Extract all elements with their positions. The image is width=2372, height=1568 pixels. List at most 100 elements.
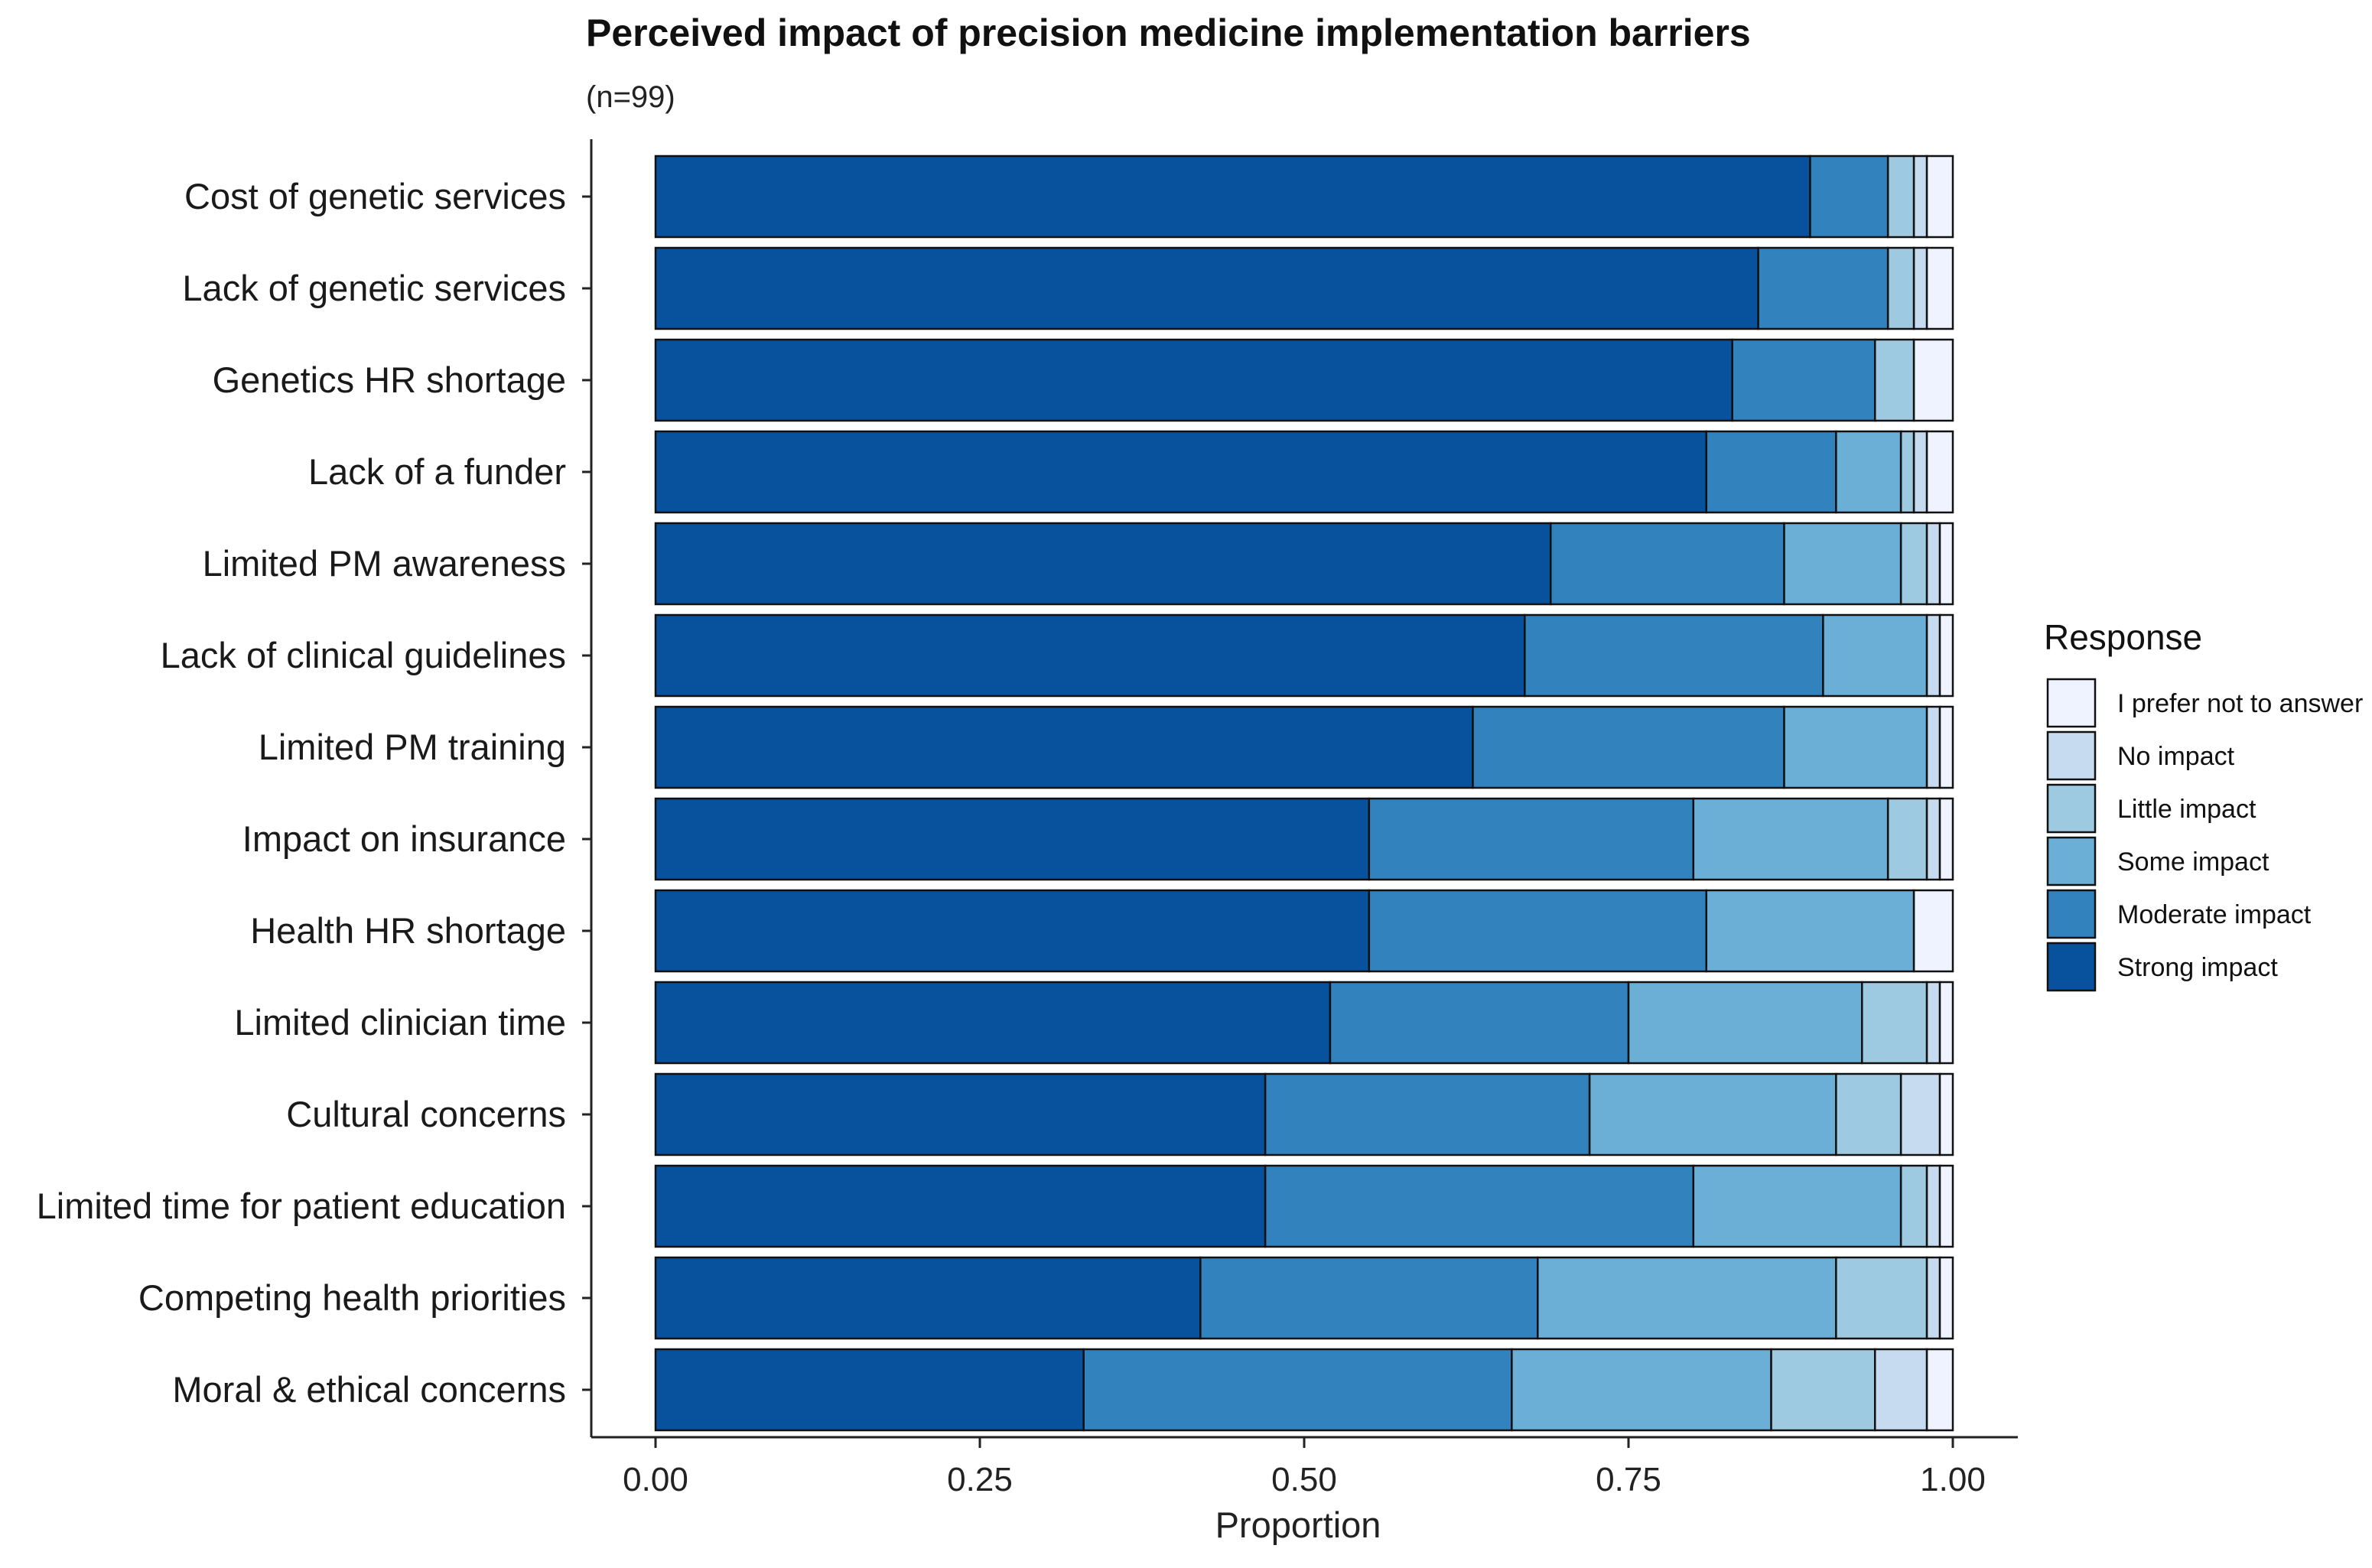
legend-label-moderate-impact: Moderate impact bbox=[2117, 900, 2312, 929]
bar-segment-competing-health-priorities-i-prefer-not-to-answer bbox=[1938, 1256, 1954, 1340]
x-axis-title: Proportion bbox=[1215, 1505, 1381, 1545]
legend: Response I prefer not to answer No impact… bbox=[2044, 617, 2363, 992]
bar-segment-limited-time-for-patient-education-no-impact bbox=[1925, 1164, 1941, 1248]
bar-segment-limited-pm-training-some-impact bbox=[1783, 705, 1928, 789]
legend-label-i-prefer-not-to-answer: I prefer not to answer bbox=[2117, 689, 2363, 718]
bar-segment-competing-health-priorities-strong-impact bbox=[654, 1256, 1202, 1340]
bar-segment-limited-pm-training-moderate-impact bbox=[1472, 705, 1785, 789]
bar-segment-lack-of-a-funder-some-impact bbox=[1835, 430, 1902, 514]
bar-segment-cultural-concerns-strong-impact bbox=[654, 1072, 1267, 1156]
category-label-competing-health-priorities: Competing health priorities bbox=[138, 1277, 566, 1318]
legend-label-some-impact: Some impact bbox=[2117, 847, 2270, 877]
bar-segment-impact-on-insurance-some-impact bbox=[1692, 797, 1889, 881]
bar-segment-cost-of-genetic-services-no-impact bbox=[1912, 155, 1928, 239]
bar-segment-limited-clinician-time-some-impact bbox=[1627, 981, 1863, 1065]
bar-segment-limited-pm-awareness-no-impact bbox=[1925, 522, 1941, 606]
bar-segment-lack-of-clinical-guidelines-i-prefer-not-to-answer bbox=[1938, 613, 1954, 698]
bar-segment-lack-of-genetic-services-strong-impact bbox=[654, 246, 1759, 330]
bar-segment-cultural-concerns-i-prefer-not-to-answer bbox=[1938, 1072, 1954, 1156]
legend-label-no-impact: No impact bbox=[2117, 742, 2235, 771]
bar-segment-limited-time-for-patient-education-little-impact bbox=[1899, 1164, 1928, 1248]
bar-segment-lack-of-a-funder-moderate-impact bbox=[1705, 430, 1837, 514]
bar-segment-lack-of-a-funder-strong-impact bbox=[654, 430, 1708, 514]
category-label-limited-pm-awareness: Limited PM awareness bbox=[203, 543, 566, 584]
bar-segment-competing-health-priorities-moderate-impact bbox=[1199, 1256, 1539, 1340]
legend-title: Response bbox=[2044, 617, 2202, 657]
bar-segment-limited-time-for-patient-education-strong-impact bbox=[654, 1164, 1267, 1248]
x-tick-label: 0.00 bbox=[623, 1461, 688, 1498]
bar-segment-moral-and-ethical-concerns-moderate-impact bbox=[1082, 1348, 1513, 1432]
bar-segment-moral-and-ethical-concerns-little-impact bbox=[1770, 1348, 1876, 1432]
bar-segment-lack-of-a-funder-no-impact bbox=[1912, 430, 1928, 514]
category-label-genetics-hr-shortage: Genetics HR shortage bbox=[213, 359, 566, 400]
bar-segment-lack-of-clinical-guidelines-no-impact bbox=[1925, 613, 1941, 698]
bar-segment-health-hr-shortage-moderate-impact bbox=[1368, 889, 1708, 973]
legend-label-little-impact: Little impact bbox=[2117, 795, 2256, 824]
legend-key-strong-impact bbox=[2046, 942, 2097, 992]
bar-segment-health-hr-shortage-strong-impact bbox=[654, 889, 1371, 973]
bar-segment-genetics-hr-shortage-i-prefer-not-to-answer bbox=[1912, 338, 1954, 422]
legend-key-i-prefer-not-to-answer bbox=[2046, 678, 2097, 728]
bar-segment-lack-of-genetic-services-little-impact bbox=[1886, 246, 1915, 330]
bar-segment-genetics-hr-shortage-moderate-impact bbox=[1731, 338, 1876, 422]
bar-segment-limited-pm-training-strong-impact bbox=[654, 705, 1474, 789]
bar-segment-genetics-hr-shortage-little-impact bbox=[1873, 338, 1915, 422]
bar-segment-lack-of-genetic-services-i-prefer-not-to-answer bbox=[1925, 246, 1954, 330]
legend-key-little-impact bbox=[2046, 783, 2097, 834]
bar-segment-cost-of-genetic-services-strong-impact bbox=[654, 155, 1811, 239]
x-tick-label: 0.50 bbox=[1271, 1461, 1337, 1498]
bar-segment-competing-health-priorities-some-impact bbox=[1537, 1256, 1837, 1340]
bar-segment-moral-and-ethical-concerns-no-impact bbox=[1873, 1348, 1928, 1432]
bar-segment-impact-on-insurance-moderate-impact bbox=[1368, 797, 1695, 881]
bar-segment-cultural-concerns-no-impact bbox=[1899, 1072, 1941, 1156]
category-label-limited-pm-training: Limited PM training bbox=[259, 727, 566, 767]
bar-segment-limited-pm-awareness-moderate-impact bbox=[1549, 522, 1785, 606]
bar-segment-limited-time-for-patient-education-moderate-impact bbox=[1264, 1164, 1695, 1248]
bar-segment-limited-pm-awareness-strong-impact bbox=[654, 522, 1552, 606]
bar-segment-limited-pm-awareness-some-impact bbox=[1783, 522, 1902, 606]
bar-segment-health-hr-shortage-i-prefer-not-to-answer bbox=[1912, 889, 1954, 973]
bar-segment-cultural-concerns-moderate-impact bbox=[1264, 1072, 1591, 1156]
bar-segment-limited-clinician-time-moderate-impact bbox=[1329, 981, 1630, 1065]
category-label-lack-of-a-funder: Lack of a funder bbox=[308, 451, 566, 492]
bar-segment-limited-clinician-time-strong-impact bbox=[654, 981, 1332, 1065]
axes: 0.00 0.25 0.50 0.75 1.00 bbox=[582, 139, 2018, 1498]
category-labels: Cost of genetic services Lack of genetic … bbox=[37, 176, 566, 1410]
category-label-health-hr-shortage: Health HR shortage bbox=[250, 910, 566, 951]
bar-segment-lack-of-genetic-services-moderate-impact bbox=[1757, 246, 1889, 330]
bar-segment-limited-pm-awareness-little-impact bbox=[1899, 522, 1928, 606]
bar-segment-competing-health-priorities-no-impact bbox=[1925, 1256, 1941, 1340]
bar-segment-limited-pm-awareness-i-prefer-not-to-answer bbox=[1938, 522, 1954, 606]
bar-segment-lack-of-genetic-services-no-impact bbox=[1912, 246, 1928, 330]
chart-title: Perceived impact of precision medicine i… bbox=[586, 11, 1751, 54]
legend-key-moderate-impact bbox=[2046, 889, 2097, 939]
bar-segment-limited-clinician-time-i-prefer-not-to-answer bbox=[1938, 981, 1954, 1065]
legend-label-strong-impact: Strong impact bbox=[2117, 953, 2278, 982]
category-label-lack-of-genetic-services: Lack of genetic services bbox=[182, 268, 566, 308]
bar-segment-lack-of-clinical-guidelines-moderate-impact bbox=[1524, 613, 1824, 698]
bar-segment-limited-pm-training-i-prefer-not-to-answer bbox=[1938, 705, 1954, 789]
bar-segment-impact-on-insurance-little-impact bbox=[1886, 797, 1928, 881]
bar-segment-lack-of-clinical-guidelines-strong-impact bbox=[654, 613, 1526, 698]
bar-segment-moral-and-ethical-concerns-i-prefer-not-to-answer bbox=[1925, 1348, 1954, 1432]
bar-segment-lack-of-clinical-guidelines-some-impact bbox=[1822, 613, 1928, 698]
category-label-cost-of-genetic-services: Cost of genetic services bbox=[184, 176, 566, 216]
bar-segment-limited-time-for-patient-education-some-impact bbox=[1692, 1164, 1902, 1248]
category-label-limited-time-for-patient-education: Limited time for patient education bbox=[37, 1186, 566, 1226]
x-tick-label: 0.75 bbox=[1596, 1461, 1661, 1498]
bars-group bbox=[654, 155, 1954, 1432]
bar-segment-lack-of-a-funder-i-prefer-not-to-answer bbox=[1925, 430, 1954, 514]
bar-segment-moral-and-ethical-concerns-some-impact bbox=[1511, 1348, 1772, 1432]
bar-segment-health-hr-shortage-some-impact bbox=[1705, 889, 1915, 973]
legend-key-some-impact bbox=[2046, 836, 2097, 886]
bar-segment-lack-of-a-funder-little-impact bbox=[1899, 430, 1915, 514]
bar-segment-cost-of-genetic-services-moderate-impact bbox=[1809, 155, 1889, 239]
bar-segment-genetics-hr-shortage-strong-impact bbox=[654, 338, 1733, 422]
bar-segment-limited-clinician-time-little-impact bbox=[1861, 981, 1928, 1065]
x-tick-label: 1.00 bbox=[1920, 1461, 1986, 1498]
bar-segment-competing-health-priorities-little-impact bbox=[1835, 1256, 1928, 1340]
chart-subtitle: (n=99) bbox=[586, 80, 675, 114]
bar-segment-limited-pm-training-no-impact bbox=[1925, 705, 1941, 789]
bar-segment-impact-on-insurance-strong-impact bbox=[654, 797, 1371, 881]
